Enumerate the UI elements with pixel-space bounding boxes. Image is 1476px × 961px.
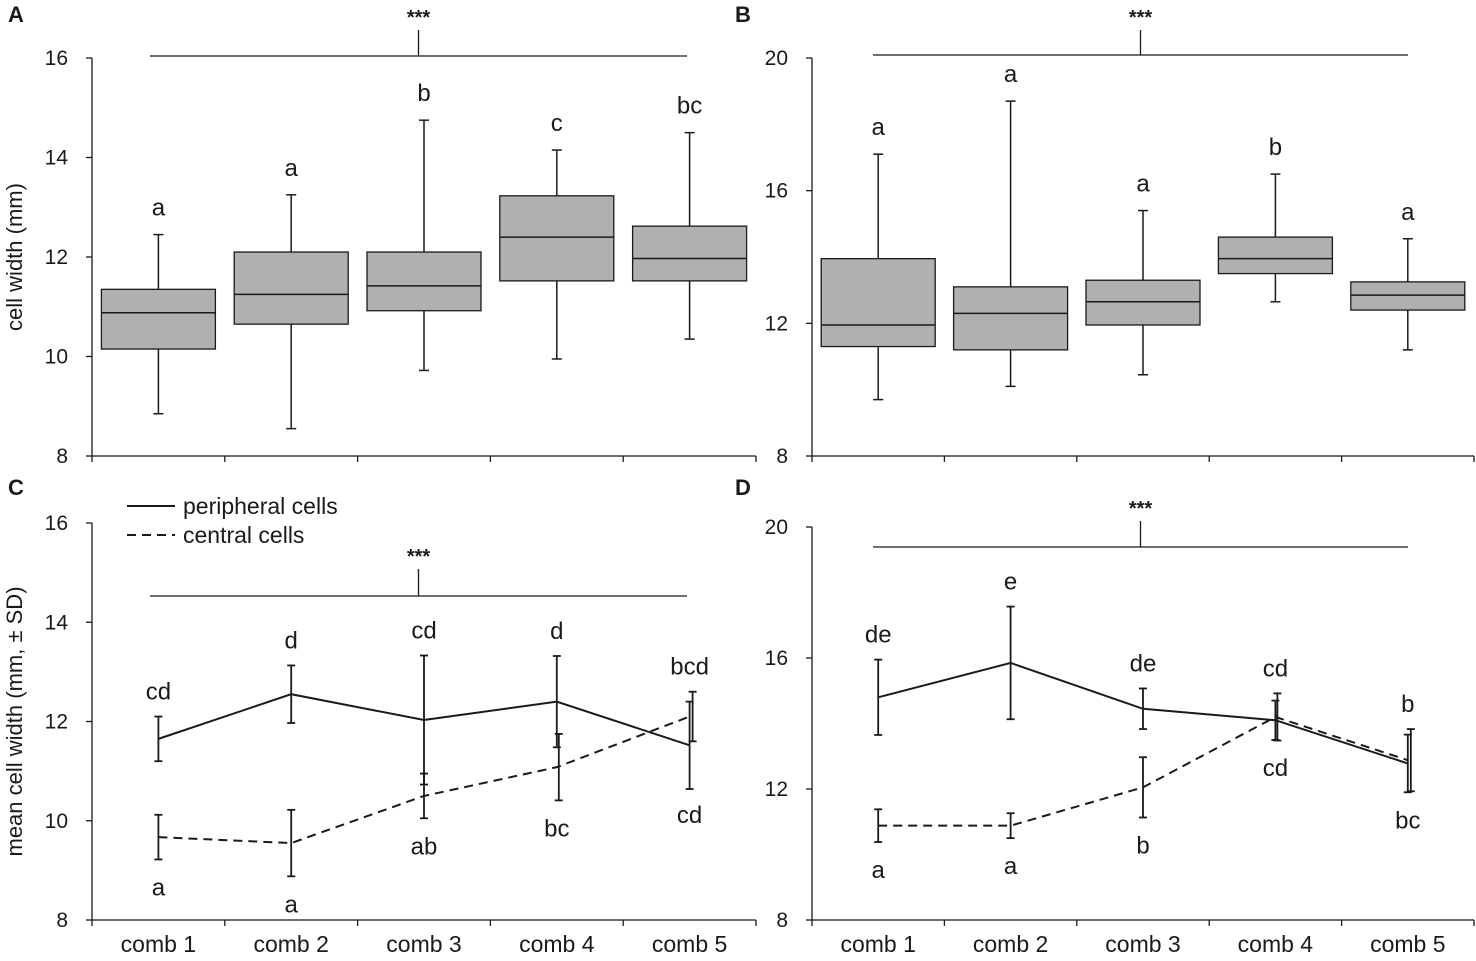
x-tick-label: comb 2 (973, 931, 1048, 957)
significance-letter: b (1136, 832, 1149, 859)
panel-label: D (735, 475, 751, 500)
significance-letter: cd (677, 802, 702, 829)
box (499, 195, 615, 282)
significance-letter: b (417, 80, 430, 107)
box (233, 251, 349, 325)
significance-letter: de (865, 622, 892, 649)
significance-letter: a (285, 155, 299, 182)
y-tick-label: 16 (765, 180, 788, 203)
x-tick-label: comb 1 (121, 931, 196, 957)
x-tick-label: comb 3 (386, 931, 461, 957)
y-tick-label: 20 (765, 516, 788, 539)
y-tick-label: 8 (56, 445, 68, 468)
significance-letter: a (152, 195, 166, 222)
x-tick-label: comb 1 (840, 931, 915, 957)
box (100, 288, 217, 350)
y-tick-label: 14 (45, 147, 69, 170)
box (1217, 236, 1334, 275)
significance-letter: e (1004, 569, 1017, 596)
y-tick-label: 10 (45, 346, 68, 369)
legend-label: peripheral cells (183, 493, 338, 519)
significance-letter: cd (1263, 755, 1288, 782)
box (631, 225, 748, 282)
significance-letter: a (1401, 199, 1415, 226)
y-tick-label: 16 (45, 47, 68, 70)
y-tick-label: 14 (45, 611, 69, 634)
x-tick-label: comb 3 (1105, 931, 1180, 957)
y-axis-label: mean cell width (mm, ± SD) (2, 586, 27, 856)
significance-letter: a (1004, 61, 1018, 88)
x-tick-label: comb 5 (1370, 931, 1445, 957)
significance-letter: bc (1395, 807, 1420, 834)
significance-letter: a (285, 891, 299, 918)
y-tick-label: 20 (765, 47, 788, 70)
y-tick-label: 12 (765, 312, 788, 335)
significance-letter: c (551, 110, 563, 137)
y-tick-label: 8 (776, 909, 788, 932)
y-axis-label: cell width (mm) (2, 183, 27, 331)
significance-letter: a (872, 114, 886, 141)
significance-letter: b (1401, 691, 1414, 718)
x-tick-label: comb 2 (253, 931, 328, 957)
legend-label: central cells (183, 522, 304, 548)
significance-letter: b (1269, 134, 1282, 161)
significance-letter: a (1136, 171, 1150, 198)
panel-b: B 8 12 16 20 *** a a a b a (735, 2, 1475, 468)
box (952, 286, 1069, 351)
significance-label: *** (1129, 498, 1153, 520)
y-tick-label: 10 (45, 810, 68, 833)
box (1350, 281, 1466, 311)
panel-label: B (735, 2, 751, 27)
significance-letter: cd (411, 617, 436, 644)
x-tick-label: comb 4 (1238, 931, 1314, 957)
y-tick-label: 8 (56, 909, 68, 932)
significance-letter: bc (544, 815, 569, 842)
significance-label: *** (1129, 7, 1153, 29)
significance-letter: cd (1263, 655, 1288, 682)
panel-d: D 8 12 16 20 comb 1 comb 2 comb 3 comb 4 comb 5 **… (735, 475, 1475, 957)
significance-letter: ab (411, 833, 438, 860)
significance-letter: a (872, 857, 886, 884)
significance-letter: a (1004, 853, 1018, 880)
significance-letter: bcd (670, 654, 709, 681)
significance-letter: a (152, 874, 166, 901)
x-tick-label: comb 5 (652, 931, 727, 957)
y-tick-label: 16 (765, 647, 788, 670)
y-tick-label: 8 (776, 445, 788, 468)
box (1085, 279, 1201, 326)
y-tick-label: 12 (45, 246, 68, 269)
y-tick-label: 12 (765, 778, 788, 801)
significance-label: *** (407, 7, 431, 29)
significance-letter: d (550, 618, 563, 645)
significance-letter: cd (146, 679, 171, 706)
panel-c: C 8 10 12 14 16 comb 1 comb 2 comb 3 comb 4 comb 5… (2, 475, 757, 957)
panel-label: A (8, 2, 24, 27)
significance-letter: bc (677, 93, 702, 120)
box (820, 258, 936, 348)
significance-letter: d (285, 627, 298, 654)
y-tick-label: 12 (45, 711, 68, 734)
y-tick-label: 16 (45, 512, 68, 535)
significance-label: *** (407, 546, 431, 568)
panel-label: C (8, 475, 24, 500)
x-tick-label: comb 4 (519, 931, 595, 957)
box (366, 251, 482, 312)
significance-letter: de (1130, 650, 1157, 677)
